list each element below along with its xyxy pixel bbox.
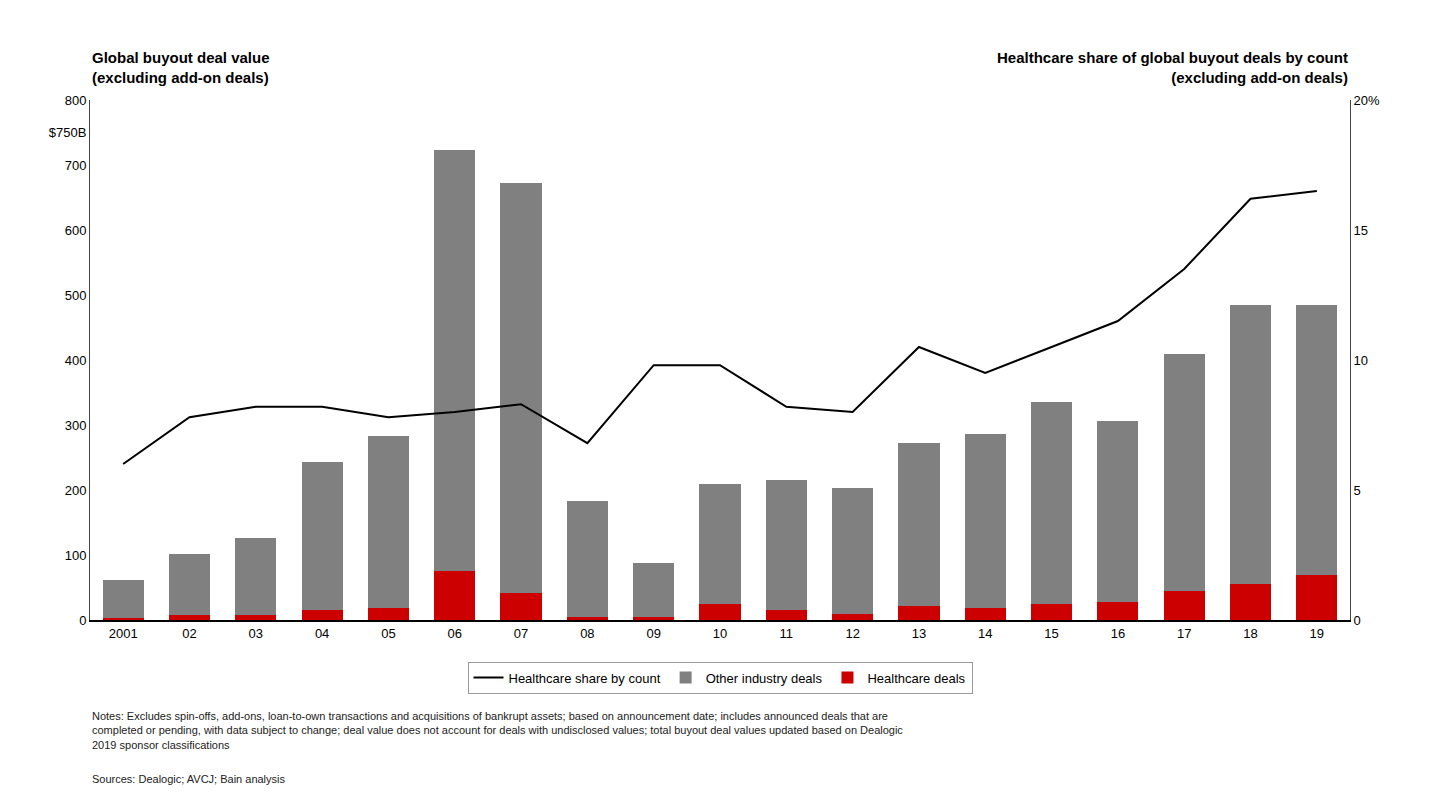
svg-text:2001: 2001	[109, 626, 138, 641]
svg-text:08: 08	[580, 626, 594, 641]
svg-text:100: 100	[65, 548, 87, 563]
svg-text:02: 02	[182, 626, 196, 641]
svg-text:200: 200	[65, 483, 87, 498]
svg-text:09: 09	[646, 626, 660, 641]
svg-text:10: 10	[1354, 353, 1368, 368]
svg-text:06: 06	[448, 626, 462, 641]
svg-text:17: 17	[1177, 626, 1191, 641]
svg-text:Other industry deals: Other industry deals	[706, 671, 823, 686]
svg-text:20%: 20%	[1354, 93, 1380, 108]
svg-text:19: 19	[1310, 626, 1324, 641]
svg-text:13: 13	[912, 626, 926, 641]
svg-text:10: 10	[713, 626, 727, 641]
svg-text:14: 14	[978, 626, 992, 641]
svg-text:15: 15	[1044, 626, 1058, 641]
svg-text:500: 500	[65, 288, 87, 303]
svg-text:$750B: $750B	[49, 125, 87, 140]
svg-text:600: 600	[65, 223, 87, 238]
svg-text:Notes: Excludes spin-offs, add: Notes: Excludes spin-offs, add-ons, loan…	[92, 710, 903, 751]
svg-text:5: 5	[1354, 483, 1361, 498]
svg-text:Healthcare share by count: Healthcare share by count	[509, 671, 661, 686]
svg-text:18: 18	[1243, 626, 1257, 641]
svg-text:04: 04	[315, 626, 329, 641]
svg-text:300: 300	[65, 418, 87, 433]
svg-text:Global buyout deal value(exclu: Global buyout deal value(excluding add-o…	[92, 49, 270, 86]
svg-text:03: 03	[249, 626, 263, 641]
svg-text:07: 07	[514, 626, 528, 641]
svg-text:05: 05	[381, 626, 395, 641]
svg-text:11: 11	[780, 626, 794, 641]
svg-text:0: 0	[1354, 613, 1361, 628]
svg-text:0: 0	[79, 613, 86, 628]
svg-text:400: 400	[65, 353, 87, 368]
svg-text:Sources: Dealogic; AVCJ; Bain: Sources: Dealogic; AVCJ; Bain analysis	[92, 773, 285, 785]
svg-text:Healthcare share of global buy: Healthcare share of global buyout deals …	[997, 49, 1348, 86]
svg-text:800: 800	[65, 93, 87, 108]
svg-text:15: 15	[1354, 223, 1368, 238]
svg-text:700: 700	[65, 158, 87, 173]
svg-text:12: 12	[845, 626, 859, 641]
svg-text:Healthcare deals: Healthcare deals	[867, 671, 965, 686]
svg-text:16: 16	[1111, 626, 1125, 641]
